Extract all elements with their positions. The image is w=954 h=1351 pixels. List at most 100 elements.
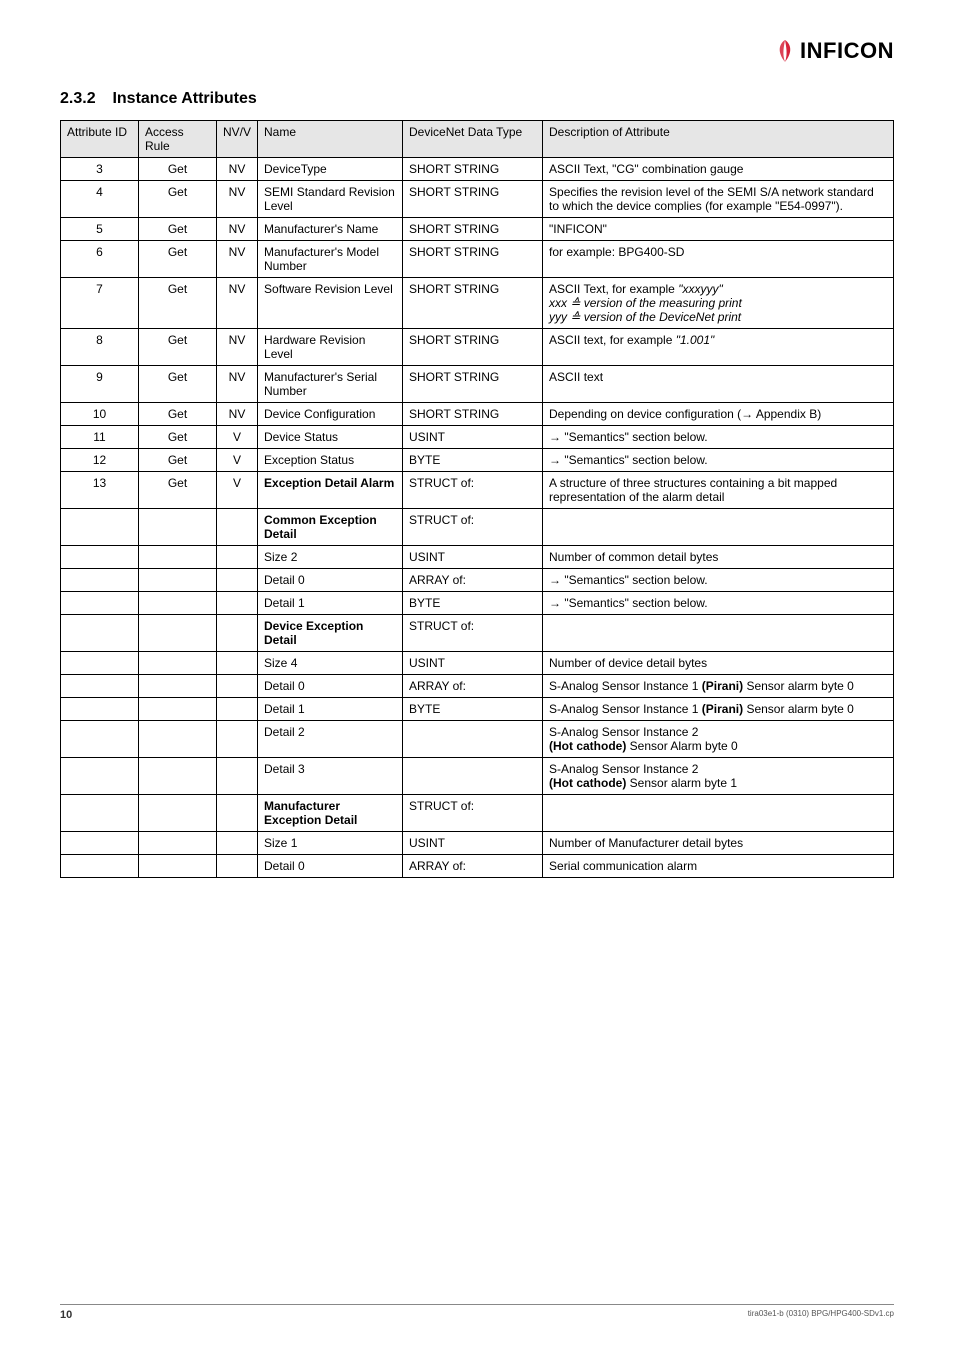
cell-name: Manufacturer's Serial Number xyxy=(258,366,403,403)
cell-attribute-id xyxy=(61,592,139,615)
cell-name: Device Status xyxy=(258,426,403,449)
cell-description: ASCII text, for example "1.001" xyxy=(543,329,894,366)
cell-data-type: USINT xyxy=(403,426,543,449)
cell-access-rule xyxy=(139,832,217,855)
table-row: 13GetVException Detail AlarmSTRUCT of:A … xyxy=(61,472,894,509)
cell-name: DeviceType xyxy=(258,158,403,181)
cell-nv-v: NV xyxy=(217,278,258,329)
cell-description: S-Analog Sensor Instance 1 (Pirani) Sens… xyxy=(543,675,894,698)
cell-access-rule: Get xyxy=(139,218,217,241)
cell-access-rule: Get xyxy=(139,241,217,278)
table-row: Device Exception DetailSTRUCT of: xyxy=(61,615,894,652)
cell-data-type: BYTE xyxy=(403,449,543,472)
table-row: 6GetNVManufacturer's Model NumberSHORT S… xyxy=(61,241,894,278)
cell-access-rule xyxy=(139,592,217,615)
brand-logo: INFICON xyxy=(774,38,894,64)
header-description: Description of Attribute xyxy=(543,121,894,158)
cell-description: Specifies the revision level of the SEMI… xyxy=(543,181,894,218)
cell-data-type: SHORT STRING xyxy=(403,278,543,329)
table-row: Detail 1BYTES-Analog Sensor Instance 1 (… xyxy=(61,698,894,721)
cell-attribute-id xyxy=(61,652,139,675)
cell-data-type: STRUCT of: xyxy=(403,615,543,652)
cell-access-rule xyxy=(139,675,217,698)
cell-data-type: SHORT STRING xyxy=(403,158,543,181)
header-data-type: DeviceNet Data Type xyxy=(403,121,543,158)
cell-name: Manufacturer Exception Detail xyxy=(258,795,403,832)
attributes-table: Attribute ID Access Rule NV/V Name Devic… xyxy=(60,120,894,878)
cell-data-type: BYTE xyxy=(403,592,543,615)
table-row: Size 1USINTNumber of Manufacturer detail… xyxy=(61,832,894,855)
cell-name: Detail 0 xyxy=(258,675,403,698)
cell-nv-v: NV xyxy=(217,241,258,278)
cell-description: → "Semantics" section below. xyxy=(543,426,894,449)
cell-nv-v xyxy=(217,698,258,721)
cell-attribute-id xyxy=(61,758,139,795)
brand-text: INFICON xyxy=(800,38,894,64)
table-row: 5GetNVManufacturer's NameSHORT STRING"IN… xyxy=(61,218,894,241)
cell-name: Detail 1 xyxy=(258,592,403,615)
table-row: Detail 3 S-Analog Sensor Instance 2(Hot c… xyxy=(61,758,894,795)
cell-data-type: ARRAY of: xyxy=(403,569,543,592)
cell-name: Detail 3 xyxy=(258,758,403,795)
cell-description: S-Analog Sensor Instance 2(Hot cathode) … xyxy=(543,721,894,758)
table-header-row: Attribute ID Access Rule NV/V Name Devic… xyxy=(61,121,894,158)
cell-access-rule: Get xyxy=(139,158,217,181)
cell-description: "INFICON" xyxy=(543,218,894,241)
cell-name: Size 2 xyxy=(258,546,403,569)
cell-data-type xyxy=(403,721,543,758)
cell-nv-v xyxy=(217,615,258,652)
attributes-table-wrap: Attribute ID Access Rule NV/V Name Devic… xyxy=(60,120,894,878)
footer-doc-id: tira03e1-b (0310) BPG/HPG400-SDv1.cp xyxy=(748,1309,894,1321)
cell-name: Hardware Revision Level xyxy=(258,329,403,366)
cell-attribute-id xyxy=(61,721,139,758)
cell-description: Number of device detail bytes xyxy=(543,652,894,675)
cell-nv-v: NV xyxy=(217,218,258,241)
cell-access-rule: Get xyxy=(139,278,217,329)
table-row: 7GetNVSoftware Revision LevelSHORT STRIN… xyxy=(61,278,894,329)
cell-nv-v xyxy=(217,652,258,675)
section-title: Instance Attributes xyxy=(112,90,256,107)
table-row: 3GetNVDeviceTypeSHORT STRINGASCII Text, … xyxy=(61,158,894,181)
cell-access-rule: Get xyxy=(139,403,217,426)
cell-data-type: SHORT STRING xyxy=(403,181,543,218)
cell-nv-v xyxy=(217,721,258,758)
table-row: Detail 1BYTE→ "Semantics" section below. xyxy=(61,592,894,615)
cell-description: ASCII Text, "CG" combination gauge xyxy=(543,158,894,181)
cell-attribute-id: 11 xyxy=(61,426,139,449)
cell-access-rule xyxy=(139,758,217,795)
table-row: Detail 0ARRAY of:→ "Semantics" section b… xyxy=(61,569,894,592)
cell-attribute-id xyxy=(61,855,139,878)
cell-attribute-id xyxy=(61,795,139,832)
cell-data-type: USINT xyxy=(403,546,543,569)
cell-description xyxy=(543,509,894,546)
cell-data-type: ARRAY of: xyxy=(403,675,543,698)
cell-nv-v xyxy=(217,546,258,569)
cell-access-rule: Get xyxy=(139,449,217,472)
cell-data-type: STRUCT of: xyxy=(403,509,543,546)
cell-name: Size 4 xyxy=(258,652,403,675)
cell-name: Device Configuration xyxy=(258,403,403,426)
table-row: Manufacturer Exception DetailSTRUCT of: xyxy=(61,795,894,832)
cell-nv-v xyxy=(217,569,258,592)
cell-data-type: USINT xyxy=(403,832,543,855)
cell-nv-v: NV xyxy=(217,403,258,426)
cell-name: Exception Detail Alarm xyxy=(258,472,403,509)
cell-description: S-Analog Sensor Instance 1 (Pirani) Sens… xyxy=(543,698,894,721)
cell-nv-v xyxy=(217,509,258,546)
cell-description xyxy=(543,795,894,832)
cell-name: Size 1 xyxy=(258,832,403,855)
header-nv-v: NV/V xyxy=(217,121,258,158)
cell-nv-v xyxy=(217,855,258,878)
cell-access-rule xyxy=(139,546,217,569)
header-access-rule: Access Rule xyxy=(139,121,217,158)
cell-attribute-id: 7 xyxy=(61,278,139,329)
footer-page-number: 10 xyxy=(60,1309,72,1321)
cell-nv-v: NV xyxy=(217,181,258,218)
cell-data-type: STRUCT of: xyxy=(403,795,543,832)
cell-attribute-id xyxy=(61,546,139,569)
cell-access-rule: Get xyxy=(139,181,217,218)
table-row: 4GetNVSEMI Standard Revision LevelSHORT … xyxy=(61,181,894,218)
cell-name: Exception Status xyxy=(258,449,403,472)
cell-description: S-Analog Sensor Instance 2(Hot cathode) … xyxy=(543,758,894,795)
cell-description: → "Semantics" section below. xyxy=(543,449,894,472)
